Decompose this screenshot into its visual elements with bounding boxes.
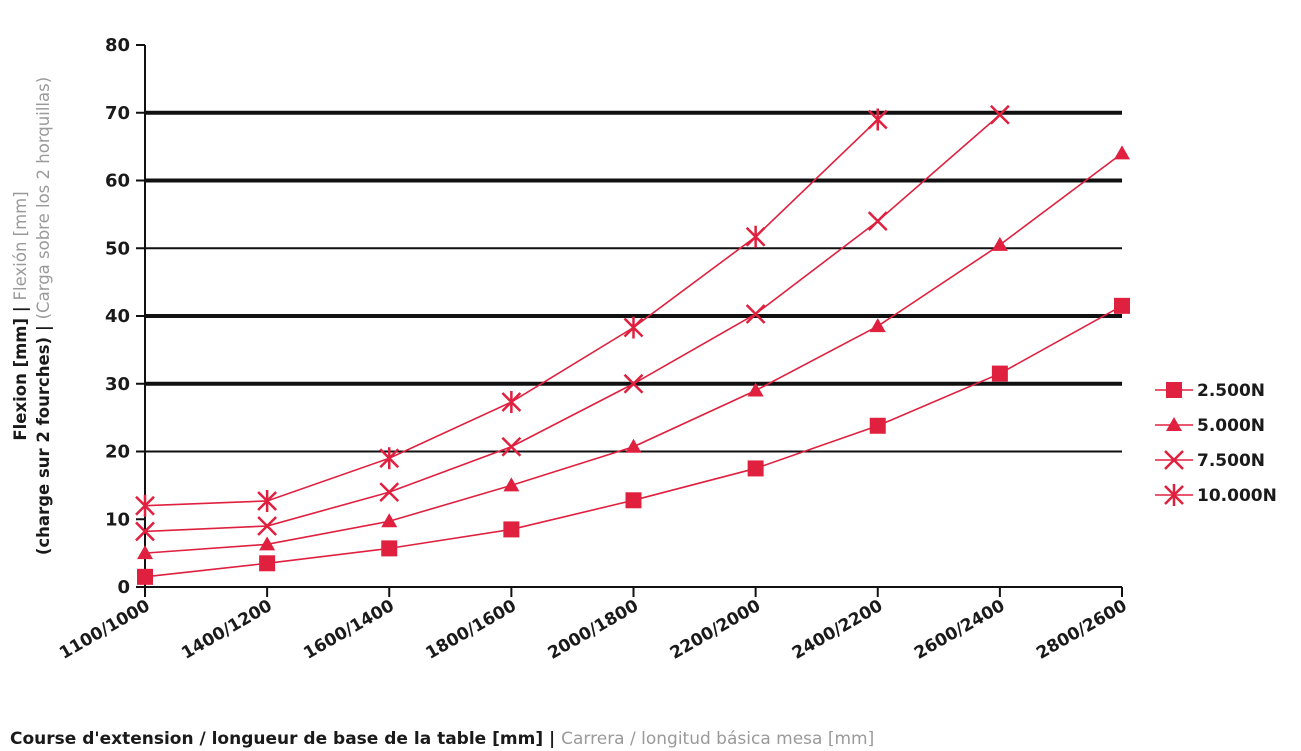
legend-item-7.500N: 7.500N	[1155, 450, 1265, 471]
y-tick-label-40: 40	[105, 306, 130, 327]
point-5.000N-2200/2000	[747, 382, 764, 397]
point-10.000N-1800/1600	[501, 391, 522, 414]
point-7.500N-1100/1000	[135, 521, 155, 542]
x-tick-label-1100/1000: 1100/1000	[56, 596, 153, 664]
x-tick-label-2400/2200: 2400/2200	[789, 596, 886, 664]
series-5.000N	[137, 145, 1130, 560]
legend-item-10.000N: 10.000N	[1155, 484, 1277, 506]
point-2.500N-2800/2600	[1114, 297, 1130, 314]
x-tick-label-1800/1600: 1800/1600	[423, 596, 520, 664]
y-tick-label-70: 70	[105, 103, 130, 124]
point-7.500N-2200/2000	[745, 304, 766, 324]
point-7.500N-2600/2400	[989, 104, 1010, 125]
point-2.500N-1400/1200	[259, 555, 276, 572]
point-7.500N-1600/1400	[379, 482, 400, 503]
legend-label-7.500N: 7.500N	[1197, 451, 1265, 471]
point-10.000N-2000/1800	[623, 316, 644, 339]
y-tick-label-50: 50	[105, 238, 130, 259]
x-tick-label-2200/2000: 2200/2000	[667, 596, 764, 664]
x-tick-label-2600/2400: 2600/2400	[911, 596, 1008, 664]
point-10.000N-2200/2000	[745, 225, 766, 248]
series-7.500N	[135, 104, 1010, 542]
y-tick-label-60: 60	[105, 171, 130, 192]
legend-marker-10.000N	[1164, 484, 1184, 506]
y-tick-label-10: 10	[105, 509, 130, 530]
point-7.500N-2400/2200	[867, 211, 888, 232]
legend-marker-5.000N	[1166, 417, 1182, 431]
legend-item-5.000N: 5.000N	[1155, 416, 1265, 436]
legend-item-2.500N: 2.500N	[1155, 381, 1265, 401]
point-10.000N-1100/1000	[135, 494, 155, 517]
series-2.500N	[137, 297, 1130, 585]
point-5.000N-2800/2600	[1114, 145, 1130, 160]
series-lines	[135, 104, 1130, 585]
point-2.500N-2000/1800	[625, 492, 642, 509]
point-2.500N-2600/2400	[991, 365, 1008, 382]
point-5.000N-1600/1400	[381, 513, 398, 528]
legend-marker-2.500N	[1166, 382, 1182, 398]
legend-marker-7.500N	[1164, 450, 1184, 470]
point-5.000N-1800/1600	[503, 477, 520, 492]
series-line-7.500N	[144, 114, 1001, 533]
x-axis-title: Course d'extension / longueur de base de…	[10, 729, 874, 749]
x-tick-labels: 1100/1000 1400/1200 1600/1400 1800/1600 2000…	[56, 587, 1131, 664]
point-2.500N-1600/1400	[381, 540, 398, 557]
point-5.000N-2600/2400	[991, 236, 1008, 251]
x-tick-label-2000/1800: 2000/1800	[545, 596, 642, 664]
point-7.500N-2000/1800	[623, 373, 644, 394]
point-10.000N-1400/1200	[257, 489, 278, 512]
point-5.000N-2400/2200	[869, 318, 886, 333]
y-tick-label-30: 30	[105, 374, 130, 395]
y-axis-title-line1: Flexion [mm] | Flexión [mm]	[11, 191, 31, 440]
y-tick-labels: 0 10 20 30 40 50 60 70 80	[105, 35, 145, 598]
x-tick-label-1600/1400: 1600/1400	[300, 596, 397, 664]
legend: 2.500N 5.000N 7.500N 10.000N	[1155, 381, 1277, 506]
legend-label-2.500N: 2.500N	[1197, 381, 1265, 401]
point-10.000N-1600/1400	[379, 447, 400, 470]
y-axis-title-line2: (charge sur 2 fourches) | (Carga sobre l…	[34, 77, 54, 555]
y-tick-label-0: 0	[117, 577, 130, 598]
point-10.000N-2400/2200	[867, 108, 888, 131]
legend-label-5.000N: 5.000N	[1197, 416, 1265, 436]
point-2.500N-2400/2200	[869, 417, 886, 434]
point-2.500N-1100/1000	[137, 568, 153, 585]
y-tick-label-20: 20	[105, 442, 130, 463]
point-5.000N-1100/1000	[137, 545, 153, 560]
point-2.500N-1800/1600	[503, 521, 520, 538]
x-tick-label-1400/1200: 1400/1200	[178, 596, 275, 664]
point-7.500N-1400/1200	[257, 516, 278, 536]
point-7.500N-1800/1600	[501, 436, 522, 457]
point-5.000N-2000/1800	[625, 438, 642, 453]
point-5.000N-1400/1200	[259, 536, 276, 551]
series-10.000N	[135, 108, 888, 517]
gridlines	[145, 110, 1122, 453]
y-tick-label-80: 80	[105, 35, 130, 56]
point-2.500N-2200/2000	[747, 460, 764, 477]
x-tick-label-2800/2600: 2800/2600	[1033, 596, 1130, 664]
legend-label-10.000N: 10.000N	[1197, 486, 1277, 506]
